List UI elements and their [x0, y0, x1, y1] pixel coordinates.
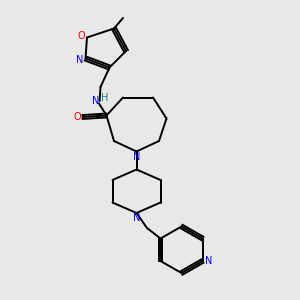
- Text: O: O: [73, 112, 81, 122]
- Text: N: N: [134, 152, 141, 162]
- Text: N: N: [92, 95, 100, 106]
- Text: N: N: [206, 256, 213, 266]
- Text: N: N: [134, 213, 141, 224]
- Text: H: H: [101, 93, 109, 103]
- Text: O: O: [78, 31, 86, 41]
- Text: N: N: [76, 55, 84, 65]
